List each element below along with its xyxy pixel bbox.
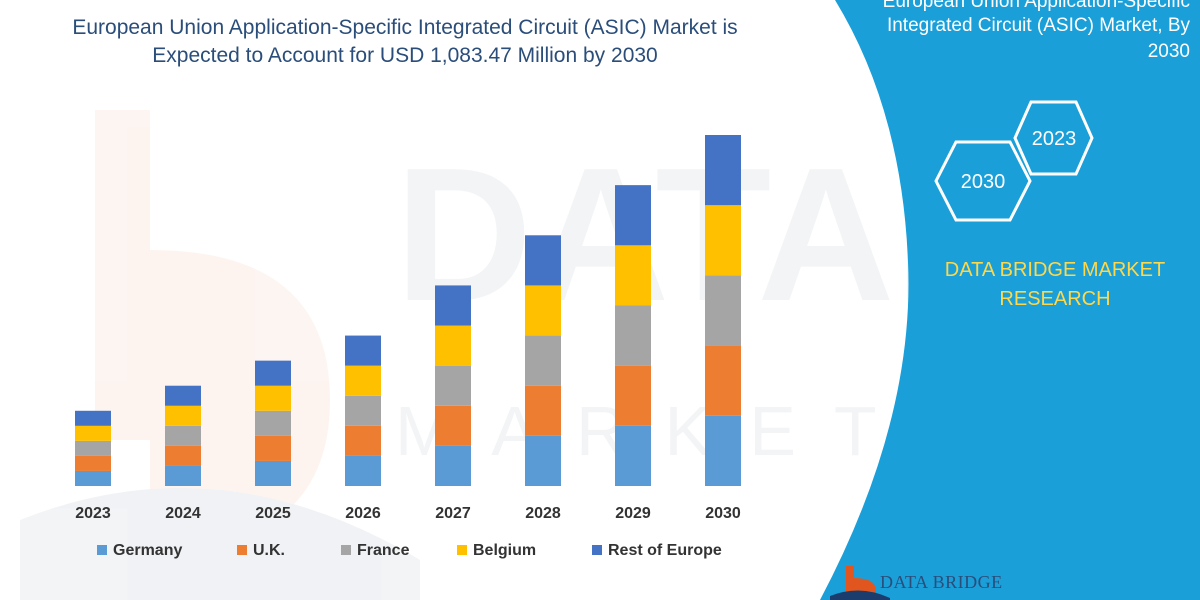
bar-2024-germany xyxy=(165,465,201,486)
bar-2023-rest-of-europe xyxy=(75,410,111,426)
bar-2027-u-k- xyxy=(435,405,471,446)
x-tick-label: 2027 xyxy=(435,505,471,522)
legend-swatch xyxy=(97,545,107,555)
legend-label: Germany xyxy=(113,542,182,559)
bar-2027-rest-of-europe xyxy=(435,285,471,326)
bar-2027-france xyxy=(435,365,471,406)
bar-2030-rest-of-europe xyxy=(705,135,741,206)
bar-2023-u-k- xyxy=(75,455,111,471)
legend-item: Belgium xyxy=(457,542,536,559)
bar-2028-u-k- xyxy=(525,385,561,436)
x-tick-label: 2024 xyxy=(165,505,201,522)
hexagon-2030-label: 2030 xyxy=(961,171,1006,193)
bar-2030-germany xyxy=(705,415,741,486)
bar-2027-germany xyxy=(435,445,471,486)
side-panel xyxy=(820,0,1200,600)
chart-title-line2: Expected to Account for USD 1,083.47 Mil… xyxy=(152,44,658,67)
footer-logo-text: DATA BRIDGE xyxy=(880,572,1003,592)
chart-title: European Union Application-Specific Inte… xyxy=(20,14,790,70)
bar-2026-france xyxy=(345,395,381,426)
panel-heading-line1: European Union Application-Specific xyxy=(882,0,1190,12)
bar-2029-u-k- xyxy=(615,365,651,426)
x-tick-label: 2023 xyxy=(75,505,111,522)
legend-swatch xyxy=(341,545,351,555)
legend-swatch xyxy=(592,545,602,555)
hexagon-2023-label: 2023 xyxy=(1032,128,1077,150)
legend-swatch xyxy=(457,545,467,555)
bar-2025-rest-of-europe xyxy=(255,360,291,386)
hexagon-2030-icon xyxy=(934,140,1032,222)
bar-2028-belgium xyxy=(525,285,561,336)
footer-logo-icon xyxy=(830,566,890,600)
x-tick-label: 2029 xyxy=(615,505,651,522)
chart-title-line1: European Union Application-Specific Inte… xyxy=(72,16,738,39)
bar-2023-france xyxy=(75,440,111,456)
x-tick-label: 2026 xyxy=(345,505,381,522)
legend-swatch xyxy=(237,545,247,555)
x-tick-label: 2030 xyxy=(705,505,741,522)
brand-name-line1: DATA BRIDGE MARKET xyxy=(944,259,1166,281)
legend-label: Rest of Europe xyxy=(608,542,722,559)
legend-item: Germany xyxy=(97,542,182,559)
bar-2024-france xyxy=(165,425,201,446)
bar-2024-belgium xyxy=(165,405,201,426)
x-axis-ticks: 2023 2024 2025 2026 2027 2028 2029 2030 xyxy=(75,505,741,522)
legend: Germany U.K. France Belgium Rest of Europe xyxy=(97,542,722,559)
bar-2024-rest-of-europe xyxy=(165,385,201,406)
panel-heading-line2: Integrated Circuit (ASIC) Market, By xyxy=(886,15,1190,36)
bar-2030-u-k- xyxy=(705,345,741,416)
bar-2029-france xyxy=(615,305,651,366)
bar-2025-u-k- xyxy=(255,435,291,461)
bar-2026-rest-of-europe xyxy=(345,335,381,366)
bar-2023-germany xyxy=(75,470,111,486)
bar-2026-belgium xyxy=(345,365,381,396)
brand-name: DATA BRIDGE MARKET RESEARCH xyxy=(905,256,1200,314)
bar-2029-belgium xyxy=(615,245,651,306)
x-tick-label: 2028 xyxy=(525,505,561,522)
bar-2028-rest-of-europe xyxy=(525,235,561,286)
bar-2028-france xyxy=(525,335,561,386)
x-tick-label: 2025 xyxy=(255,505,291,522)
panel-heading-line3: 2030 xyxy=(1147,41,1190,62)
bar-2027-belgium xyxy=(435,325,471,366)
legend-label: France xyxy=(357,542,410,559)
brand-name-line2: RESEARCH xyxy=(999,288,1111,310)
bar-2026-germany xyxy=(345,455,381,486)
bar-2030-belgium xyxy=(705,205,741,276)
bar-2025-france xyxy=(255,410,291,436)
hexagon-2023-icon xyxy=(1013,100,1094,176)
legend-label: Belgium xyxy=(473,542,536,559)
legend-label: U.K. xyxy=(253,542,285,559)
legend-item: France xyxy=(341,542,410,559)
bar-2029-germany xyxy=(615,425,651,486)
bar-2026-u-k- xyxy=(345,425,381,456)
bar-2025-belgium xyxy=(255,385,291,411)
bar-2029-rest-of-europe xyxy=(615,185,651,246)
bar-2028-germany xyxy=(525,435,561,486)
bar-2023-belgium xyxy=(75,425,111,441)
plot-area xyxy=(75,135,741,486)
bar-2030-france xyxy=(705,275,741,346)
legend-item: U.K. xyxy=(237,542,285,559)
bar-2025-germany xyxy=(255,460,291,486)
legend-item: Rest of Europe xyxy=(592,542,722,559)
bar-2024-u-k- xyxy=(165,445,201,466)
hexagon-badges: 2023 2030 xyxy=(934,100,1094,222)
